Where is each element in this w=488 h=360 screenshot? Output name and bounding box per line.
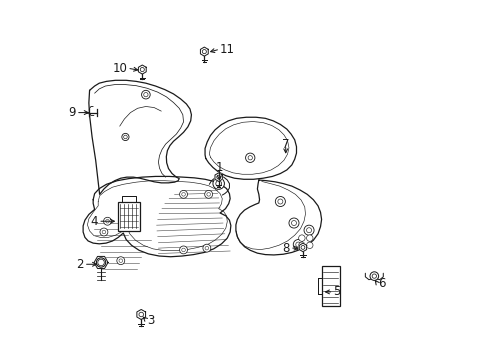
Polygon shape <box>137 310 145 319</box>
Bar <box>321 266 339 306</box>
Polygon shape <box>215 173 222 181</box>
Text: 11: 11 <box>220 42 235 55</box>
Circle shape <box>245 153 254 162</box>
Circle shape <box>301 246 304 249</box>
Circle shape <box>293 239 303 249</box>
Circle shape <box>179 190 187 198</box>
Circle shape <box>100 228 108 236</box>
Circle shape <box>96 258 105 267</box>
Circle shape <box>98 259 104 266</box>
Polygon shape <box>94 256 108 269</box>
Circle shape <box>306 242 312 248</box>
Bar <box>118 202 140 231</box>
Circle shape <box>140 68 144 72</box>
Circle shape <box>298 235 305 241</box>
Circle shape <box>288 218 298 228</box>
Polygon shape <box>235 180 321 255</box>
Text: 8: 8 <box>282 242 289 255</box>
Text: 3: 3 <box>147 314 154 327</box>
Circle shape <box>298 242 305 248</box>
Text: 10: 10 <box>112 62 127 75</box>
Circle shape <box>122 134 129 140</box>
Circle shape <box>275 197 285 207</box>
Circle shape <box>117 257 124 265</box>
Polygon shape <box>204 117 296 179</box>
Text: 5: 5 <box>333 285 340 298</box>
Text: 6: 6 <box>377 278 385 291</box>
Polygon shape <box>89 80 191 194</box>
Text: 9: 9 <box>68 106 76 119</box>
Circle shape <box>304 225 313 235</box>
Circle shape <box>139 312 143 317</box>
Circle shape <box>306 235 312 241</box>
Circle shape <box>216 175 220 179</box>
Polygon shape <box>83 176 230 257</box>
Polygon shape <box>299 243 306 252</box>
Text: 1: 1 <box>215 161 223 174</box>
Circle shape <box>369 272 378 280</box>
Circle shape <box>103 217 111 225</box>
Circle shape <box>179 246 187 254</box>
Circle shape <box>212 178 224 189</box>
Circle shape <box>142 90 150 99</box>
Polygon shape <box>200 47 208 56</box>
Circle shape <box>203 244 210 252</box>
Text: 2: 2 <box>76 258 83 271</box>
Text: 4: 4 <box>90 215 98 228</box>
Circle shape <box>204 190 212 198</box>
Polygon shape <box>138 65 146 74</box>
Text: 7: 7 <box>282 138 289 151</box>
Circle shape <box>202 50 206 54</box>
